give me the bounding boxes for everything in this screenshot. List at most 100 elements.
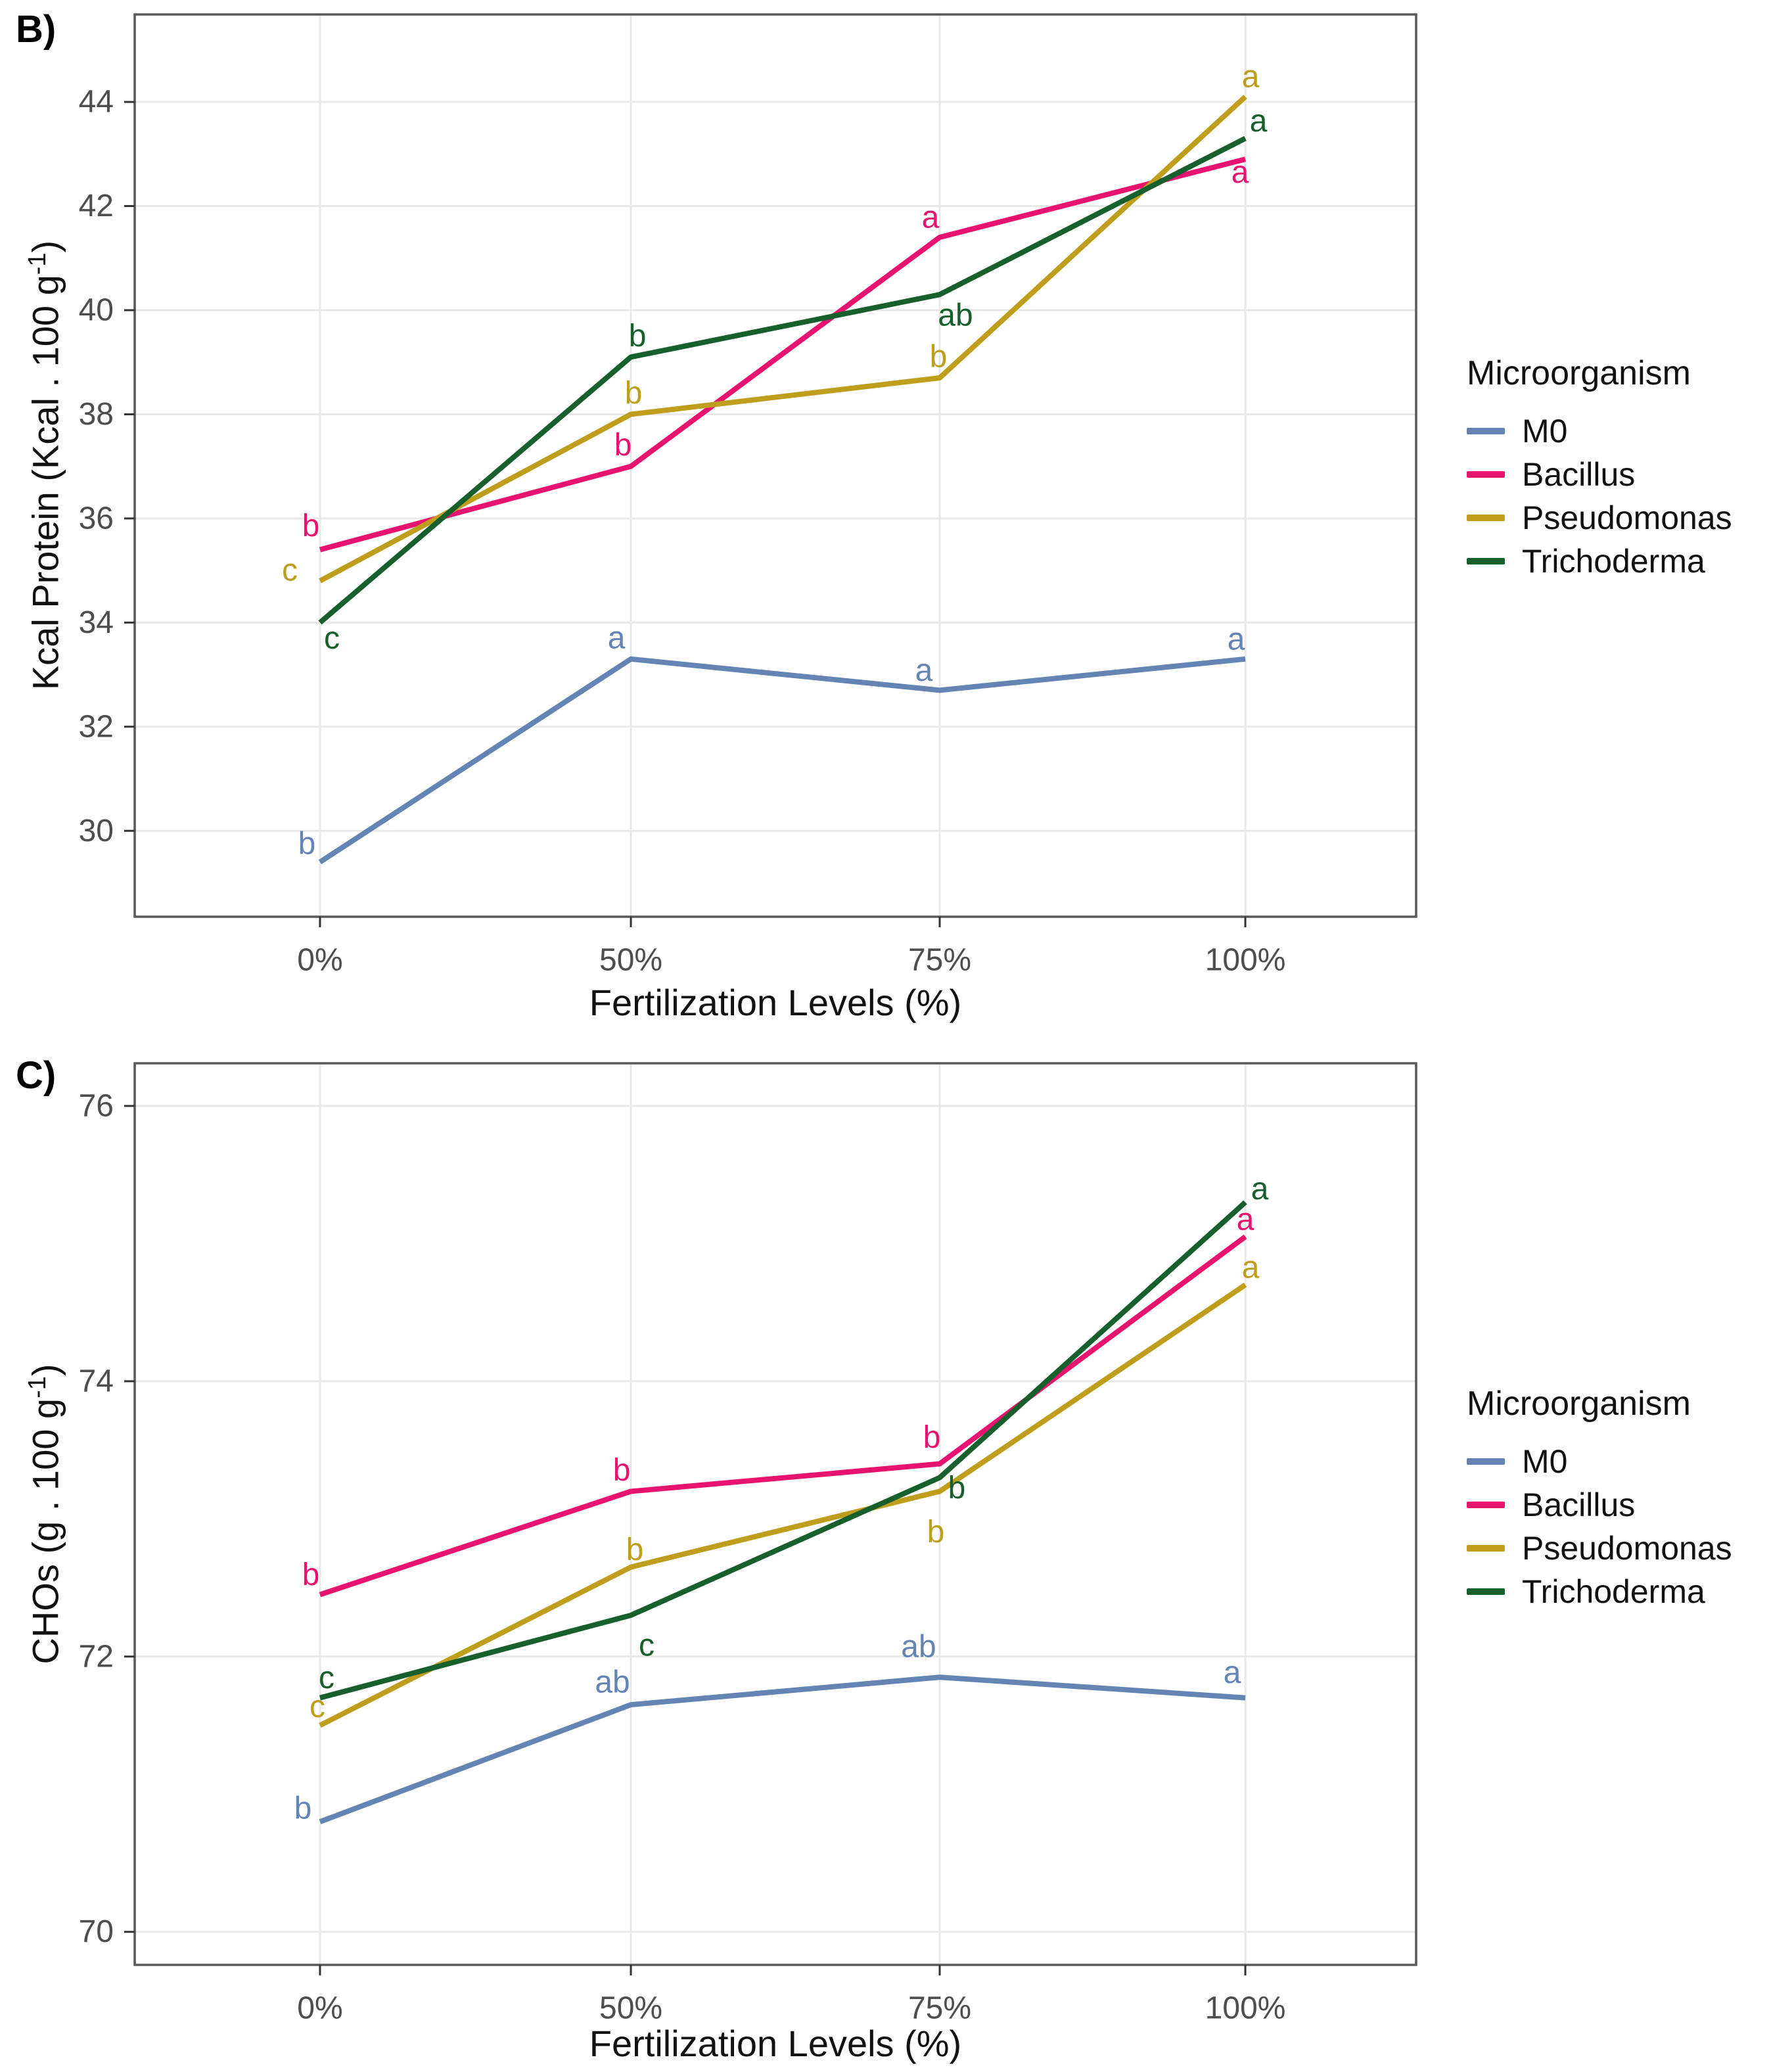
legend-key-icon-Bacillus bbox=[1467, 1502, 1505, 1509]
x-axis-title-b: Fertilization Levels (%) bbox=[589, 982, 962, 1023]
panel-label-b: B) bbox=[16, 8, 57, 51]
sig-letter-Trichoderma-0%: c bbox=[324, 621, 340, 656]
panel-border-C bbox=[133, 1062, 1417, 1966]
sig-letter-Pseudomonas-0%: c bbox=[310, 1690, 325, 1724]
sig-letter-Pseudomonas-100%: a bbox=[1242, 1251, 1260, 1285]
x-tick-label-0%: 0% bbox=[297, 1991, 342, 2026]
sig-letter-M0-75%: ab bbox=[901, 1630, 936, 1665]
legend-item-Pseudomonas: Pseudomonas bbox=[1467, 496, 1732, 540]
sig-letter-M0-0%: b bbox=[294, 1791, 312, 1826]
sig-letter-Bacillus-75%: a bbox=[922, 200, 940, 235]
y-tick-label-72: 72 bbox=[79, 1639, 114, 1674]
series-line-Pseudomonas bbox=[319, 1282, 1247, 1728]
y-axis-title-b-close: ) bbox=[24, 240, 66, 253]
y-tick-label-74: 74 bbox=[79, 1364, 114, 1398]
sig-letter-Trichoderma-100%: a bbox=[1250, 104, 1268, 139]
sig-letter-M0-0%: b bbox=[298, 826, 316, 861]
y-tick-label-44: 44 bbox=[79, 85, 114, 120]
x-tick-label-50%: 50% bbox=[599, 1991, 662, 2026]
legend-key-icon-Trichoderma bbox=[1467, 558, 1505, 565]
y-axis-title-c-close: ) bbox=[24, 1364, 66, 1377]
legend-item-Trichoderma: Trichoderma bbox=[1467, 1570, 1732, 1613]
y-tick-label-40: 40 bbox=[79, 293, 114, 328]
y-axis-title-c-text: CHOs (g . 100 g bbox=[24, 1398, 66, 1665]
x-tick-label-100%: 100% bbox=[1205, 943, 1286, 978]
legend-key-icon-M0 bbox=[1467, 1458, 1505, 1465]
y-tick-label-76: 76 bbox=[79, 1088, 114, 1123]
y-tick-label-42: 42 bbox=[79, 189, 114, 223]
x-tick-label-50%: 50% bbox=[599, 943, 662, 978]
x-tick-label-0%: 0% bbox=[297, 943, 342, 978]
y-tick-label-70: 70 bbox=[79, 1914, 114, 1949]
y-axis-title-c: CHOs (g . 100 g-1) bbox=[14, 1021, 66, 2007]
y-axis-title-b-superscript: -1 bbox=[24, 252, 51, 275]
series-line-Bacillus bbox=[319, 156, 1247, 553]
legend-key-icon-Trichoderma bbox=[1467, 1588, 1505, 1596]
legend-label-Trichoderma: Trichoderma bbox=[1522, 1573, 1705, 1611]
sig-letter-Bacillus-100%: a bbox=[1237, 1202, 1254, 1237]
sig-letter-Pseudomonas-75%: b bbox=[927, 1515, 945, 1550]
x-tick-label-100%: 100% bbox=[1205, 1991, 1286, 2026]
legend-item-M0: M0 bbox=[1467, 409, 1732, 453]
legend-item-Trichoderma: Trichoderma bbox=[1467, 540, 1732, 583]
sig-letter-Trichoderma-0%: c bbox=[319, 1661, 334, 1695]
series-line-Bacillus bbox=[319, 1234, 1247, 1598]
y-tick-label-34: 34 bbox=[79, 605, 114, 640]
sig-letter-Trichoderma-50%: b bbox=[629, 319, 647, 354]
sig-letter-Pseudomonas-50%: b bbox=[626, 1532, 644, 1567]
plot-panel-B bbox=[135, 14, 1416, 917]
legend-label-M0: M0 bbox=[1522, 413, 1568, 450]
y-tick-label-36: 36 bbox=[79, 501, 114, 536]
legend-item-Bacillus: Bacillus bbox=[1467, 1483, 1732, 1527]
panel-label-c: C) bbox=[16, 1054, 57, 1097]
sig-letter-Trichoderma-75%: ab bbox=[938, 298, 973, 333]
series-line-M0 bbox=[318, 656, 1246, 865]
sig-letter-Pseudomonas-75%: b bbox=[930, 340, 948, 375]
legend-item-M0: M0 bbox=[1467, 1440, 1732, 1483]
sig-letter-M0-50%: ab bbox=[595, 1665, 630, 1700]
series-line-Trichoderma bbox=[318, 135, 1247, 625]
x-tick-label-75%: 75% bbox=[908, 943, 971, 978]
y-axis-title-c-superscript: -1 bbox=[24, 1376, 51, 1398]
y-axis-title-b: Kcal Protein (Kcal . 100 g-1) bbox=[14, 0, 66, 958]
sig-letter-Trichoderma-75%: b bbox=[948, 1471, 966, 1506]
y-tick-label-32: 32 bbox=[79, 709, 114, 744]
legend-label-M0: M0 bbox=[1522, 1443, 1568, 1481]
sig-letter-Trichoderma-50%: c bbox=[639, 1628, 655, 1663]
legend-label-Pseudomonas: Pseudomonas bbox=[1522, 499, 1732, 537]
legend-key-icon-Pseudomonas bbox=[1467, 515, 1505, 522]
legend-label-Bacillus: Bacillus bbox=[1522, 456, 1636, 494]
y-tick-label-38: 38 bbox=[79, 397, 114, 432]
sig-letter-Pseudomonas-100%: a bbox=[1242, 60, 1260, 95]
legend-key-icon-M0 bbox=[1467, 428, 1505, 435]
legend-item-Bacillus: Bacillus bbox=[1467, 453, 1732, 496]
sig-letter-Pseudomonas-0%: c bbox=[282, 553, 298, 587]
legend-label-Trichoderma: Trichoderma bbox=[1522, 543, 1705, 580]
sig-letter-Trichoderma-100%: a bbox=[1251, 1172, 1269, 1207]
x-axis-title-c: Fertilization Levels (%) bbox=[589, 2023, 962, 2064]
sig-letter-Bacillus-0%: b bbox=[302, 1557, 320, 1592]
legend-title: Microorganism bbox=[1467, 354, 1691, 392]
series-line-M0 bbox=[319, 1674, 1246, 1824]
legend-c: Microorganism M0 Bacillus Pseudomonas Tricho… bbox=[1467, 1385, 1732, 1613]
sig-letter-M0-50%: a bbox=[608, 620, 626, 655]
sig-letter-M0-100%: a bbox=[1224, 1655, 1241, 1690]
sig-letter-Bacillus-100%: a bbox=[1231, 155, 1249, 190]
series-line-Pseudomonas bbox=[319, 95, 1247, 584]
sig-letter-Bacillus-50%: b bbox=[614, 428, 632, 463]
sig-letter-M0-75%: a bbox=[915, 653, 933, 688]
legend-title: Microorganism bbox=[1467, 1385, 1691, 1423]
legend-b: Microorganism M0 Bacillus Pseudomonas Tricho… bbox=[1467, 354, 1732, 583]
legend-label-Bacillus: Bacillus bbox=[1522, 1486, 1636, 1524]
sig-letter-M0-100%: a bbox=[1228, 622, 1245, 656]
legend-label-Pseudomonas: Pseudomonas bbox=[1522, 1530, 1732, 1567]
y-tick-label-30: 30 bbox=[79, 814, 114, 848]
plot-panel-C bbox=[135, 1063, 1416, 1965]
legend-key-icon-Pseudomonas bbox=[1467, 1545, 1505, 1552]
sig-letter-Bacillus-50%: b bbox=[613, 1453, 631, 1488]
x-tick-label-75%: 75% bbox=[908, 1991, 971, 2026]
sig-letter-Bacillus-75%: b bbox=[923, 1420, 941, 1455]
